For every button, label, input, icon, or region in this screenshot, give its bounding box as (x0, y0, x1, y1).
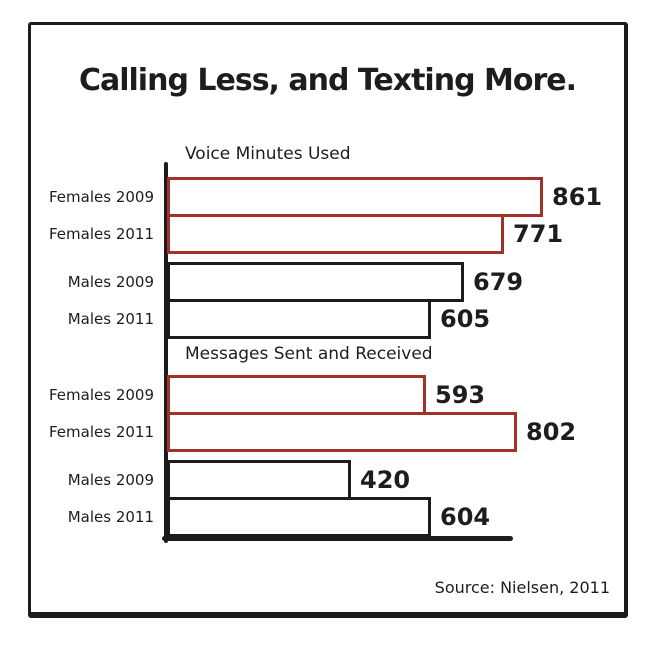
bar (167, 375, 426, 415)
bar-value: 593 (435, 381, 486, 409)
bar (167, 214, 504, 254)
cartoon-frame: Calling Less, and Texting More. Voice Mi… (28, 22, 628, 618)
section-label-voice-minutes: Voice Minutes Used (185, 144, 351, 164)
bar (167, 177, 543, 217)
bar-row: Males 2011 605 (68, 299, 597, 339)
bar-value: 679 (473, 268, 524, 296)
bar-label: Males 2011 (67, 508, 154, 526)
bar-row: Males 2009 420 (68, 460, 597, 500)
bar-group-messages: Females 2009 593 Females 2011 802 Males 2009… (49, 375, 597, 537)
bar-value: 420 (360, 466, 411, 494)
section-label-messages: Messages Sent and Received (185, 344, 433, 364)
bar (167, 262, 464, 302)
bar-label: Males 2009 (67, 471, 154, 489)
bar-row: Females 2009 593 (49, 375, 597, 415)
bar-group-voice-minutes: Females 2009 861 Females 2011 771 Males 2009… (49, 177, 602, 339)
bar (167, 412, 517, 452)
y-axis-line (164, 162, 168, 543)
source-note: Source: Nielsen, 2011 (434, 578, 610, 597)
bar-row: Males 2009 679 (68, 262, 597, 302)
bar-label: Males 2009 (67, 273, 154, 291)
x-axis-line (162, 536, 513, 541)
bar-label: Females 2011 (49, 225, 154, 243)
bar-label: Females 2009 (49, 386, 154, 404)
bar (167, 497, 431, 537)
bar-label: Females 2011 (49, 423, 154, 441)
bar (167, 299, 431, 339)
bar-row: Females 2011 802 (49, 412, 597, 452)
bar-value: 604 (440, 503, 491, 531)
bar-value: 605 (440, 305, 491, 333)
bar-value: 771 (513, 220, 564, 248)
bar-row: Males 2011 604 (68, 497, 597, 537)
bar-row: Females 2009 861 (49, 177, 602, 217)
bar-label: Females 2009 (49, 188, 154, 206)
bar-row: Females 2011 771 (49, 214, 597, 254)
chart-title: Calling Less, and Texting More. (78, 63, 577, 98)
bar-value: 802 (526, 418, 577, 446)
bar (167, 460, 351, 500)
bar-label: Males 2011 (67, 310, 154, 328)
bar-value: 861 (552, 183, 603, 211)
